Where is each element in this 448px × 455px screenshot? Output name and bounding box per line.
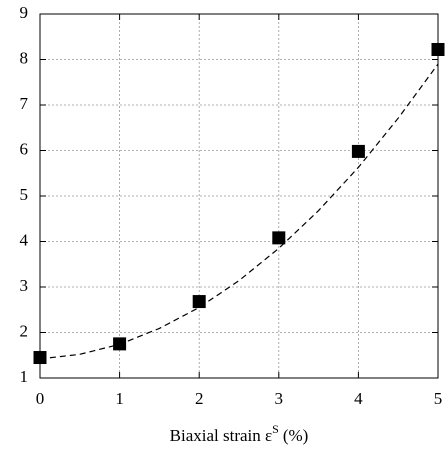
x-axis-label: Biaxial strain εS (%) [170, 422, 309, 445]
x-tick-label: 0 [36, 389, 45, 408]
y-tick-label: 6 [20, 139, 29, 158]
x-axis-label-sup: S [272, 422, 279, 436]
y-tick-label: 8 [20, 48, 29, 67]
data-point [431, 42, 445, 56]
data-point [33, 351, 47, 365]
data-point [272, 231, 286, 245]
x-axis-label-end: (%) [283, 426, 308, 445]
x-tick-label: 3 [275, 389, 284, 408]
x-axis-label-main: Biaxial strain ε [170, 426, 273, 445]
y-tick-label: 7 [20, 94, 29, 113]
y-tick-label: 5 [20, 185, 29, 204]
fit-curve [39, 63, 439, 360]
y-tick-label: 3 [20, 276, 29, 295]
y-tick-label: 4 [20, 230, 29, 249]
y-tick-label: 1 [20, 367, 29, 386]
plot-frame [39, 13, 439, 379]
y-tick-label: 9 [20, 3, 29, 22]
x-tick-label: 2 [195, 389, 204, 408]
data-point [192, 295, 206, 309]
x-tick-label: 5 [434, 389, 443, 408]
y-tick-label: 2 [20, 321, 29, 340]
data-point [351, 144, 365, 158]
x-tick-label: 1 [115, 389, 124, 408]
x-tick-label: 4 [354, 389, 363, 408]
